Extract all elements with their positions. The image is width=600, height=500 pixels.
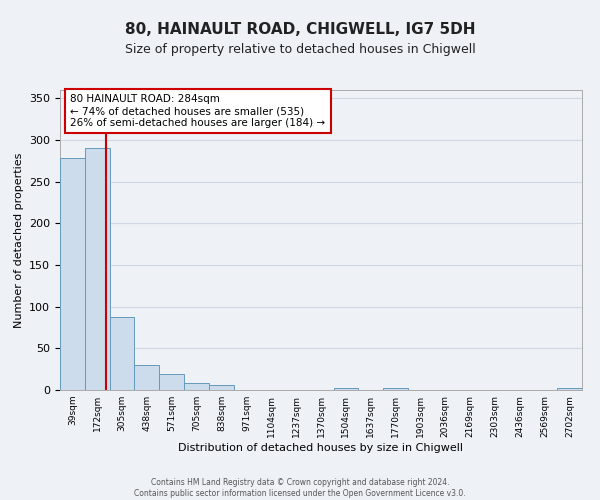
Bar bbox=[60, 158, 85, 390]
Bar bbox=[85, 148, 110, 390]
Text: 80, HAINAULT ROAD, CHIGWELL, IG7 5DH: 80, HAINAULT ROAD, CHIGWELL, IG7 5DH bbox=[125, 22, 475, 38]
Text: Contains HM Land Registry data © Crown copyright and database right 2024.
Contai: Contains HM Land Registry data © Crown c… bbox=[134, 478, 466, 498]
Bar bbox=[557, 388, 582, 390]
Text: 80 HAINAULT ROAD: 284sqm
← 74% of detached houses are smaller (535)
26% of semi-: 80 HAINAULT ROAD: 284sqm ← 74% of detach… bbox=[70, 94, 326, 128]
Bar bbox=[110, 316, 134, 390]
Bar bbox=[334, 388, 358, 390]
Bar bbox=[209, 385, 234, 390]
X-axis label: Distribution of detached houses by size in Chigwell: Distribution of detached houses by size … bbox=[179, 442, 464, 452]
Text: Size of property relative to detached houses in Chigwell: Size of property relative to detached ho… bbox=[125, 42, 475, 56]
Bar bbox=[134, 365, 160, 390]
Bar bbox=[383, 388, 408, 390]
Bar bbox=[160, 374, 184, 390]
Bar bbox=[184, 384, 209, 390]
Y-axis label: Number of detached properties: Number of detached properties bbox=[14, 152, 23, 328]
